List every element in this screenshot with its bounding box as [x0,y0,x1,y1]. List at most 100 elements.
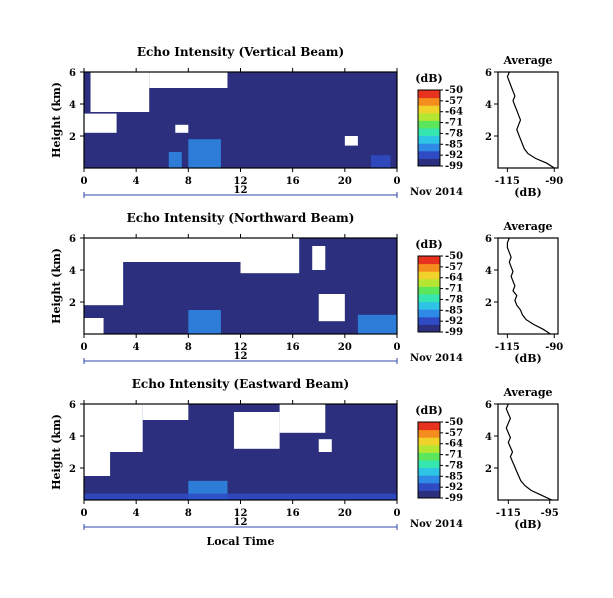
profile-frame [497,403,559,501]
colorbar-swatch [418,90,440,99]
heatmap-missing-region [240,238,300,274]
date-label: Nov 2014 [410,519,463,530]
colorbar-frame [417,89,441,167]
colorbar-swatch [418,444,440,453]
x-tick-label: 12 [234,508,248,519]
profile-y-tick-label: 2 [485,298,492,309]
colorbar-tick-label: -71 [445,284,463,295]
profile-y-tick-label: 4 [485,266,492,277]
heatmap-enhanced-region [357,314,397,334]
date-tick-label: 12 [234,185,248,196]
heatmap-missing-region [312,246,326,270]
colorbar-swatch [418,128,440,137]
heatmap-missing-region [233,412,280,449]
y-axis-label: Height (km) [50,414,63,490]
profile-line [506,71,555,169]
colorbar-swatch [418,475,440,484]
x-tick-label: 12 [234,176,248,187]
x-tick-label: 16 [286,342,300,353]
colorbar-tick-label: -92 [445,150,463,161]
heatmap-enhanced-region [188,310,221,334]
colorbar-swatch [418,452,440,461]
y-tick-label: 4 [69,266,76,277]
heatmap-missing-region [318,294,345,322]
profile-title: Average [502,220,552,233]
y-tick-label: 6 [69,68,76,79]
colorbar-unit: (dB) [415,238,442,251]
profile-y-tick-label: 4 [485,100,492,111]
x-tick-label: 0 [394,176,401,187]
y-tick-label: 4 [69,432,76,443]
colorbar-tick-label: -92 [445,482,463,493]
heatmap-missing-region [344,136,358,146]
date-tick-label: 12 [234,351,248,362]
profile-y-tick-label: 2 [485,132,492,143]
colorbar-unit: (dB) [415,72,442,85]
profile-x-tick-label: -115 [495,176,520,187]
heatmap-missing-region [84,452,111,476]
colorbar-swatch [418,467,440,476]
profile-x-tick-label: -95 [541,508,559,519]
colorbar-tick-label: -50 [445,417,463,428]
colorbar-swatch [418,460,440,469]
colorbar-swatch [418,301,440,310]
profile-x-tick-label: -90 [545,176,563,187]
y-tick-label: 6 [69,234,76,245]
colorbar-swatch [418,112,440,121]
colorbar-tick-label: -64 [445,107,463,118]
profile-x-tick-label: -115 [496,508,521,519]
profile-title: Average [502,54,552,67]
x-tick-label: 4 [133,342,140,353]
heatmap-missing-region [149,72,228,88]
heatmap-enhanced-region [168,152,182,168]
colorbar-tick-label: -78 [445,128,463,139]
colorbar-swatch [418,482,440,491]
heatmap-missing-region [84,262,124,306]
colorbar-swatch [418,271,440,280]
y-tick-label: 2 [69,132,76,143]
profile-title: Average [502,386,552,399]
x-tick-label: 12 [234,342,248,353]
colorbar-swatch [418,286,440,295]
colorbar-swatch [418,324,440,333]
profile-line [505,403,553,501]
y-tick-label: 6 [69,400,76,411]
profile-x-tick-label: -115 [495,342,520,353]
profile-frame [497,237,559,335]
colorbar-unit: (dB) [415,404,442,417]
colorbar-swatch [418,158,440,167]
heatmap-missing-region [84,238,241,262]
profile-x-axis-label: (dB) [514,186,541,199]
colorbar-tick-label: -64 [445,273,463,284]
panel-title: Echo Intensity (Vertical Beam) [137,45,344,59]
colorbar-tick-label: -99 [445,493,463,504]
colorbar-tick-label: -85 [445,305,463,316]
date-tick-label: 12 [234,517,248,528]
colorbar-swatch [418,256,440,265]
colorbar-tick-label: -71 [445,118,463,129]
date-label: Nov 2014 [410,187,463,198]
colorbar-tick-label: -57 [445,262,463,273]
heatmap-missing-region [142,404,189,420]
heatmap-missing-region [84,404,143,452]
colorbar-swatch [418,429,440,438]
x-tick-label: 8 [185,508,192,519]
colorbar-tick-label: -71 [445,450,463,461]
colorbar-tick-label: -57 [445,428,463,439]
heatmap-enhanced-region [188,139,221,168]
profile-line [506,237,551,335]
colorbar-tick-label: -85 [445,471,463,482]
colorbar-swatch [418,278,440,287]
profile-y-tick-label: 6 [485,234,492,245]
heatmap-missing-region [84,318,104,334]
x-tick-label: 20 [338,176,352,187]
y-tick-label: 2 [69,464,76,475]
colorbar-tick-label: -99 [445,161,463,172]
profile-x-tick-label: -90 [545,342,563,353]
colorbar-swatch [418,135,440,144]
colorbar-swatch [418,97,440,106]
heatmap-missing-region [279,404,326,433]
colorbar-swatch [418,422,440,431]
x-tick-label: 4 [133,508,140,519]
